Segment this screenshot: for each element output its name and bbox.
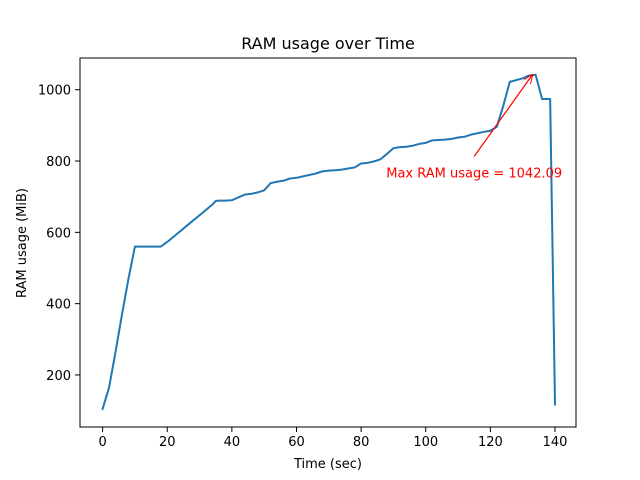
x-tick-label: 60 [288, 435, 305, 450]
x-axis-title: Time (sec) [293, 457, 362, 472]
x-tick-label: 0 [98, 435, 106, 450]
chart-title: RAM usage over Time [241, 34, 415, 53]
y-tick-label: 800 [46, 155, 71, 170]
y-tick-label: 400 [46, 298, 71, 313]
y-tick-label: 200 [46, 369, 71, 384]
x-tick-label: 80 [353, 435, 370, 450]
series-line-0 [101, 73, 557, 411]
axes-frame [79, 57, 577, 428]
annotation-text: Max RAM usage = 1042.09 [386, 166, 562, 181]
x-tick-label: 100 [413, 435, 438, 450]
x-tick-label: 120 [478, 435, 503, 450]
y-axis-title: RAM usage (MiB) [15, 188, 30, 298]
annotation-arrow [473, 75, 532, 157]
x-tick-label: 40 [224, 435, 241, 450]
x-tick-label: 20 [159, 435, 176, 450]
y-tick-label: 600 [46, 226, 71, 241]
y-tick-label: 1000 [38, 84, 71, 99]
x-tick-label: 140 [543, 435, 568, 450]
